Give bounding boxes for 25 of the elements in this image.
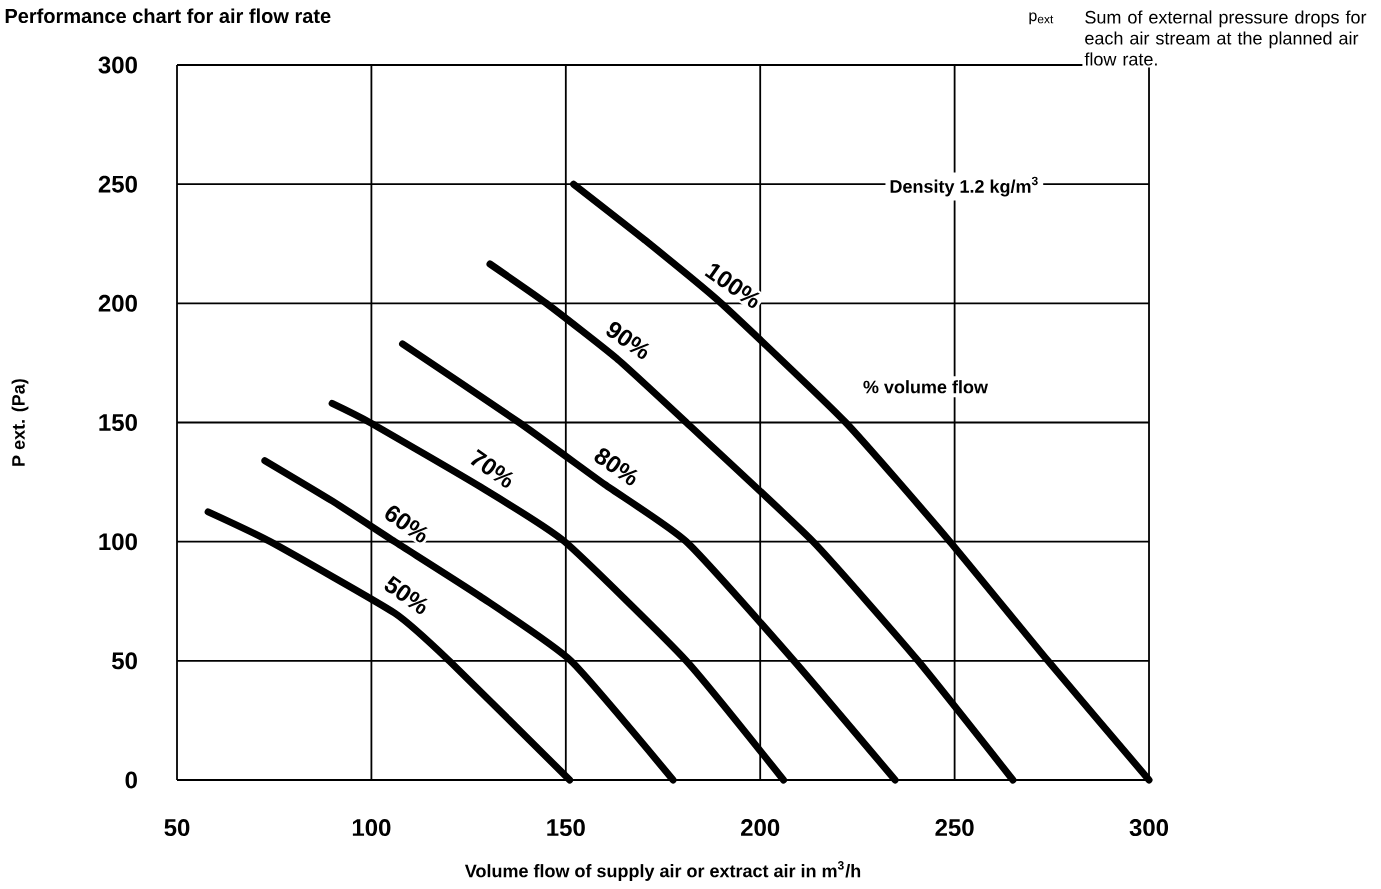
chart-title: Performance chart for air flow rate (5, 8, 331, 24)
text: 50% (384, 575, 428, 614)
text: 80% (594, 448, 638, 486)
y-tick-label: 50 (111, 652, 137, 670)
x-tick-label: 150 (547, 819, 585, 837)
x-tick-label: 100 (352, 819, 391, 837)
y-tick-label: 200 (98, 294, 137, 312)
x-axis-title: Volume flow of supply air or extract air in m$^{3}$/h (464, 861, 861, 881)
text: p$_{ext}$ (1029, 12, 1054, 25)
text: 90% (606, 321, 650, 359)
y-tick-label: 300 (98, 56, 137, 74)
y-tick-label: 250 (98, 175, 137, 193)
text: 70% (470, 448, 514, 488)
x-tick-label: 250 (935, 819, 974, 837)
x-tick-label: 200 (741, 819, 780, 837)
y-tick-label: 100 (99, 533, 137, 551)
y-tick-label: 150 (99, 414, 137, 431)
y-tick-label: 0 (125, 771, 137, 789)
annotation: Density 1.2 kg/m$^{3}$ (890, 176, 1038, 197)
x-tick-label: 300 (1129, 819, 1169, 837)
annotation: % volume flow (863, 380, 988, 394)
text: 60% (385, 505, 428, 543)
y-axis-title: P ext. (Pa) (11, 379, 29, 466)
annotation: Sum of external pressure drops for each air stream at the planned air flow rate. (1084, 10, 1367, 66)
x-tick-label: 50 (164, 819, 190, 837)
